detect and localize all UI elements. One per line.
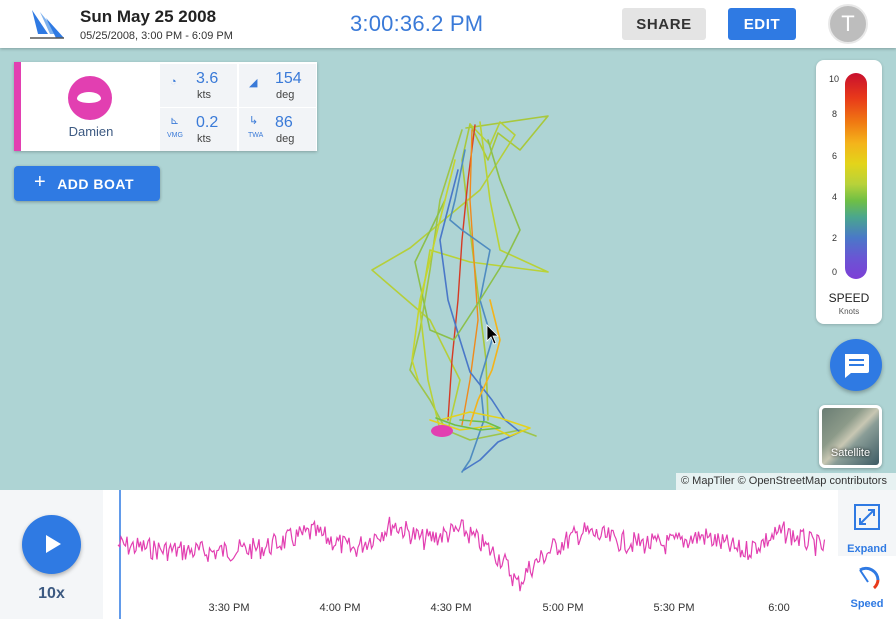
speed-tool-label: Speed — [850, 598, 884, 610]
timeline-tick-label: 3:30 PM — [209, 602, 250, 614]
play-controls: 10x — [0, 490, 103, 619]
timeline-tick-label: 6:00 — [768, 602, 789, 614]
boat-name: Damien — [68, 124, 114, 139]
app-header: Sun May 25 2008 05/25/2008, 3:00 PM - 6:… — [0, 0, 896, 48]
expand-icon — [854, 504, 880, 530]
speed-value: 3.6 — [196, 70, 219, 87]
app-logo-icon[interactable] — [28, 8, 66, 40]
chat-bubble-icon — [845, 354, 869, 378]
vmg-icon: ⊾ — [170, 115, 180, 127]
share-button[interactable]: SHARE — [622, 8, 706, 40]
playback-panel: 10x 3:30 PM 4:00 PM 4:30 PM 5:00 PM 5:30… — [0, 490, 896, 619]
legend-tick: 10 — [829, 74, 840, 84]
speedometer-icon: ◔ — [170, 76, 177, 88]
plus-icon: + — [34, 171, 47, 193]
speed-stat: ◔ 3.6 kts — [160, 64, 237, 107]
vmg-stat: ⊾ VMG 0.2 kts — [160, 108, 237, 151]
heading-arrow-icon: ◢ — [249, 77, 258, 89]
user-avatar[interactable]: T — [828, 4, 868, 44]
twa-label: TWA — [248, 132, 264, 139]
speed-unit: kts — [197, 89, 212, 101]
playback-speed[interactable]: 10x — [38, 585, 65, 602]
speed-color-scale — [845, 73, 867, 279]
vmg-unit: kts — [197, 133, 212, 145]
legend-tick: 8 — [832, 109, 838, 119]
heading-stat: ◢ 154 deg — [239, 64, 316, 107]
speed-timeline[interactable]: 3:30 PM 4:00 PM 4:30 PM 5:00 PM 5:30 PM … — [103, 490, 838, 619]
edit-button[interactable]: EDIT — [728, 8, 796, 40]
heading-value: 154 — [275, 70, 302, 87]
speed-gauge-icon — [859, 566, 880, 590]
session-time-range: 05/25/2008, 3:00 PM - 6:09 PM — [80, 30, 233, 42]
legend-tick: 4 — [832, 192, 838, 202]
timeline-tick-label: 4:00 PM — [320, 602, 361, 614]
legend-tick: 0 — [832, 267, 838, 277]
speed-legend: 10 8 6 4 2 0 SPEED Knots — [816, 60, 882, 324]
chat-button[interactable] — [830, 339, 882, 391]
boat-marker-icon — [431, 425, 453, 437]
add-boat-label: ADD BOAT — [57, 175, 135, 192]
twa-icon: ↳ — [249, 115, 259, 127]
expand-label: Expand — [847, 543, 887, 555]
speed-metric-button[interactable]: Speed — [838, 556, 896, 619]
heading-unit: deg — [276, 89, 295, 101]
twa-stat: ↳ TWA 86 deg — [239, 108, 316, 151]
session-title: Sun May 25 2008 — [80, 7, 217, 26]
timeline-tick-label: 5:00 PM — [543, 602, 584, 614]
add-boat-button[interactable]: + ADD BOAT — [14, 166, 160, 201]
playback-clock: 3:00:36.2 PM — [350, 11, 484, 36]
twa-unit: deg — [276, 133, 295, 145]
boat-avatar-icon[interactable] — [68, 76, 112, 120]
expand-button[interactable]: Expand — [838, 500, 896, 555]
timeline-tick-label: 4:30 PM — [431, 602, 472, 614]
speed-trace — [117, 516, 826, 592]
timeline-tick-label: 5:30 PM — [654, 602, 695, 614]
twa-value: 86 — [275, 114, 293, 131]
play-button[interactable] — [22, 515, 81, 574]
satellite-label: Satellite — [830, 447, 871, 459]
boat-track — [371, 115, 549, 473]
legend-tick: 6 — [832, 151, 838, 161]
legend-tick: 2 — [832, 233, 838, 243]
timeline-tools: Expand Speed — [838, 490, 896, 619]
map-attribution[interactable]: © MapTiler © OpenStreetMap contributors — [676, 473, 896, 490]
satellite-toggle[interactable]: Satellite — [819, 405, 882, 468]
legend-title: SPEED — [828, 291, 870, 305]
vmg-value: 0.2 — [196, 114, 219, 131]
legend-subtitle: Knots — [838, 307, 860, 316]
vmg-label: VMG — [167, 132, 183, 139]
boat-card[interactable]: Damien ◔ 3.6 kts ◢ 154 deg ⊾ VMG 0.2 kts… — [14, 62, 317, 151]
mouse-cursor-icon — [486, 324, 499, 345]
